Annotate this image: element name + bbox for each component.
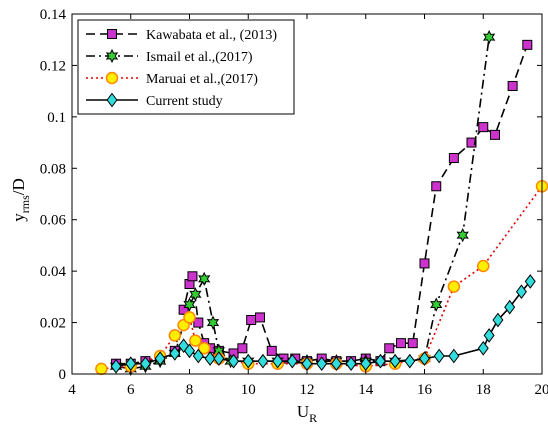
series-3-point-28 [492, 312, 504, 328]
series-0-point-30 [448, 153, 459, 163]
series-0-point-28 [419, 258, 430, 269]
series-2-point-16 [447, 280, 461, 293]
x-axis-label: UR [297, 402, 317, 425]
legend-marker-2 [105, 71, 119, 85]
series-3-point-9 [213, 351, 225, 366]
x-tick-label-4: 12 [300, 382, 315, 398]
series-0-point-35 [522, 39, 533, 50]
x-axis-label-main: U [297, 402, 309, 421]
series-3-point-27 [483, 328, 495, 343]
legend-marker-3 [106, 92, 118, 108]
series-2-point-6 [189, 334, 202, 347]
series-0-point-7 [187, 271, 198, 282]
series-0-point-33 [490, 129, 500, 140]
series-1-point-19 [456, 228, 469, 243]
series-3-point-24 [433, 348, 445, 364]
series-2-point-0 [95, 362, 108, 376]
series-3 [110, 274, 536, 374]
series-3-point-17 [330, 356, 342, 372]
series-3-point-20 [374, 353, 386, 369]
series-0-point-5 [178, 304, 189, 315]
series-0-point-27 [407, 338, 418, 349]
series-2-point-7 [197, 342, 211, 355]
series-3-point-31 [524, 274, 536, 289]
series-0-point-29 [431, 181, 442, 192]
series-0-point-15 [255, 312, 265, 323]
series-3-point-26 [477, 340, 489, 356]
y-tick-label-1: 0.02 [40, 316, 66, 332]
series-3-point-4 [169, 346, 181, 361]
x-tick-label-1: 6 [127, 382, 135, 398]
x-tick-label-8: 20 [535, 382, 548, 398]
series-3-point-25 [448, 348, 460, 364]
y-tick-label-4: 0.08 [40, 161, 66, 177]
legend-marker-1 [105, 48, 119, 64]
series-3-point-29 [504, 299, 516, 315]
series-2-point-17 [477, 259, 490, 273]
series-1-point-8 [206, 315, 220, 330]
y-tick-label-3: 0.06 [40, 213, 67, 229]
y-axis-label: yrms/D [9, 178, 32, 222]
series-0-point-13 [237, 343, 248, 354]
legend-label-0: Kawabata et al., (2013) [146, 28, 277, 43]
x-tick-label-2: 8 [186, 382, 194, 398]
y-axis-label-sub: rms [18, 195, 32, 213]
x-tick-label-7: 18 [476, 382, 491, 398]
x-tick-label-6: 16 [417, 382, 433, 398]
ticks-layer: 4 6 8 10 12 14 16 18 20 0 0.02 0.04 0.06 0.08 0.1 0.12 0… [40, 7, 548, 398]
y-tick-label-7: 0.14 [40, 7, 67, 23]
series-3-point-18 [345, 356, 357, 372]
legend: Kawabata et al., (2013) Ismail et al.,(20… [77, 19, 295, 115]
y-tick-label-2: 0.04 [40, 264, 67, 280]
series-1-point-6 [189, 287, 202, 302]
series-3-point-14 [286, 353, 298, 369]
series-2-point-3 [168, 329, 182, 342]
series-3-point-7 [192, 348, 204, 364]
series-3-point-30 [515, 284, 527, 300]
series-0-point-16 [266, 345, 277, 356]
series-3-point-22 [404, 353, 416, 369]
legend-label-3: Current study [146, 94, 223, 109]
series-3-point-10 [228, 353, 240, 369]
y-axis-label-suffix: /D [9, 178, 28, 195]
series-3-point-6 [184, 343, 195, 359]
x-tick-label-0: 4 [68, 382, 76, 398]
series-0-point-26 [396, 338, 406, 349]
series-0-point-25 [384, 343, 395, 354]
series-3-point-12 [257, 353, 269, 369]
series-1-point-5 [183, 297, 196, 312]
y-axis-label-main: y [9, 213, 28, 222]
series-0-point-14 [246, 315, 257, 325]
legend-label-1: Ismail et al.,(2017) [146, 50, 253, 65]
series-1-point-20 [482, 30, 496, 45]
series-3-point-8 [204, 351, 216, 366]
series-1-point-18 [430, 297, 443, 312]
series-3-point-11 [242, 353, 254, 369]
x-axis-label-sub: R [309, 411, 317, 425]
x-tick-label-5: 14 [358, 382, 374, 398]
legend-label-2: Maruai et al.,(2017) [146, 72, 258, 87]
legend-marker-0 [107, 29, 117, 39]
series-0-point-31 [466, 137, 477, 148]
series-3-point-23 [419, 351, 430, 366]
x-tick-label-3: 10 [241, 382, 256, 398]
series-3-point-3 [154, 351, 166, 366]
series-3-point-2 [139, 356, 151, 372]
series-2-point-5 [183, 311, 196, 324]
y-tick-label-5: 0.1 [47, 110, 66, 126]
y-tick-label-6: 0.12 [40, 58, 66, 74]
series-3-point-0 [110, 358, 122, 374]
series-3-point-16 [316, 356, 328, 372]
series-3-point-21 [389, 353, 401, 369]
series-3-point-13 [272, 353, 284, 369]
y-tick-label-0: 0 [59, 367, 67, 383]
series-1-point-7 [198, 271, 211, 286]
series-0-point-32 [478, 122, 489, 133]
series-0-point-34 [507, 81, 518, 91]
series-0-point-8 [193, 317, 204, 328]
